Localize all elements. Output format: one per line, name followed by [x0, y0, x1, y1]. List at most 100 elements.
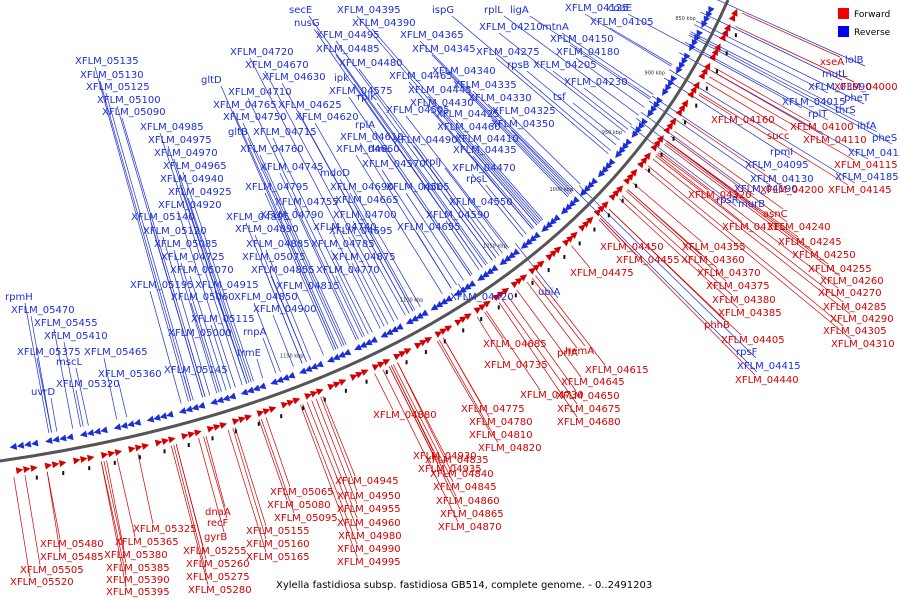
forward-gene-arrow — [492, 294, 501, 302]
reverse-gene-arrow — [440, 298, 448, 305]
reverse-gene-arrow — [508, 251, 516, 259]
forward-gene-label-xflm-04260: XFLM_04260 — [820, 276, 884, 287]
forward-gene-arrow — [398, 351, 407, 358]
forward-gene-arrow — [703, 62, 711, 71]
forward-gene-arrow — [578, 224, 586, 232]
forward-gene-label-xflm-04305: XFLM_04305 — [823, 326, 887, 337]
forward-leader-line — [531, 277, 586, 347]
forward-leader-line — [392, 364, 454, 483]
reverse-gene-arrow — [197, 401, 206, 409]
reverse-leader-line — [355, 154, 443, 295]
forward-gene-label-xflm-04405: XFLM_04405 — [721, 335, 785, 346]
forward-gene-label-xflm-05260: XFLM_05260 — [186, 559, 250, 570]
reverse-leader-line — [451, 15, 612, 151]
reverse-gene-label-tsf: tsf — [553, 92, 566, 103]
reverse-leader-line — [256, 358, 263, 379]
reverse-gene-arrow — [222, 394, 231, 402]
reverse-gene-arrow — [66, 433, 74, 441]
forward-leader-line — [741, 12, 841, 58]
forward-leader-line — [205, 435, 226, 508]
reverse-gene-label-rpmh: rpmH — [5, 292, 33, 303]
forward-gene-label-xflm-05480: XFLM_05480 — [40, 539, 104, 550]
reverse-leader-line — [552, 70, 629, 130]
forward-gene-arrow — [280, 402, 289, 409]
feature-mark — [257, 421, 260, 426]
forward-gene-label-xflm-04845: XFLM_04845 — [433, 482, 497, 493]
forward-leader-line — [438, 339, 499, 444]
reverse-leader-line — [183, 375, 192, 401]
reverse-gene-label-xflm-04015: XFLM_04015 — [782, 97, 846, 108]
forward-gene-label-xflm-04870: XFLM_04870 — [438, 522, 502, 533]
forward-gene-label-xflm-04735: XFLM_04735 — [484, 360, 548, 371]
reverse-gene-label-xflm-04760: XFLM_04760 — [240, 144, 304, 155]
reverse-gene-arrow — [541, 224, 549, 232]
forward-leader-line — [712, 71, 824, 136]
forward-gene-arrow — [292, 397, 301, 405]
forward-gene-arrow — [338, 379, 347, 386]
feature-mark — [684, 120, 687, 125]
reverse-leader-line — [503, 15, 639, 116]
feature-mark — [621, 198, 624, 203]
reverse-gene-label-thrs: thrS — [835, 105, 856, 116]
forward-gene-arrow — [424, 337, 433, 344]
reverse-gene-label-ubia: ubiA — [538, 287, 560, 298]
reverse-gene-arrow — [337, 351, 346, 358]
reverse-gene-arrow — [604, 162, 613, 170]
scale-tick-label: 850 kbp — [675, 16, 695, 22]
reverse-gene-label-trme: trmE — [237, 348, 261, 359]
forward-leader-line — [735, 26, 855, 83]
forward-gene-arrow — [414, 342, 422, 350]
reverse-gene-arrow — [601, 166, 609, 174]
forward-gene-label-xflm-04960: XFLM_04960 — [337, 518, 401, 529]
forward-gene-label-xflm-05095: XFLM_05095 — [274, 513, 338, 524]
reverse-gene-label-rlml: rlmL — [368, 144, 391, 155]
forward-leader-line — [571, 245, 591, 269]
reverse-gene-arrow — [185, 405, 193, 413]
forward-gene-arrow — [532, 264, 541, 272]
reverse-gene-label-rpla: rplA — [355, 120, 375, 131]
reverse-gene-label-uvrd: uvrD — [31, 387, 55, 398]
reverse-leader-line — [455, 119, 544, 221]
reverse-gene-arrow — [545, 221, 553, 229]
reverse-gene-arrow — [706, 10, 713, 19]
reverse-gene-arrow — [276, 376, 284, 383]
reverse-leader-line — [335, 275, 365, 337]
forward-gene-label-xflm-05485: XFLM_05485 — [40, 552, 104, 563]
reverse-gene-arrow — [503, 254, 512, 262]
reverse-gene-arrow — [564, 203, 573, 211]
reverse-leader-line — [575, 57, 645, 108]
reverse-leader-line — [561, 32, 654, 95]
forward-gene-arrow — [181, 433, 189, 440]
reverse-gene-label-mtna: mtnA — [542, 22, 569, 33]
forward-gene-label-xflm-04775: XFLM_04775 — [461, 404, 525, 415]
reverse-gene-label-xflm-04210: XFLM_04210 — [479, 22, 543, 33]
forward-gene-label-xflm-04000: XFLM_04000 — [834, 82, 898, 93]
forward-gene-label-xflm-04935: XFLM_04935 — [418, 464, 482, 475]
scale-tick-label: 950 kbp — [602, 130, 622, 136]
reverse-gene-label-xflm-05070: XFLM_05070 — [170, 265, 234, 276]
reverse-leader-line — [295, 291, 324, 355]
reverse-leader-line — [50, 397, 58, 432]
feature-mark — [163, 449, 166, 454]
reverse-gene-arrow — [120, 421, 128, 429]
reverse-gene-label-xflm-04190: XFLM_04190 — [734, 184, 798, 195]
forward-gene-arrow — [678, 104, 686, 112]
forward-gene-arrow — [304, 393, 312, 400]
feature-mark — [725, 51, 728, 56]
forward-leader-line — [320, 396, 358, 492]
reverse-gene-label-xflm-04275: XFLM_04275 — [476, 47, 540, 58]
forward-gene-arrow — [327, 384, 336, 391]
forward-gene-arrow — [714, 43, 721, 52]
forward-gene-arrow — [382, 359, 391, 366]
reverse-leader-line — [353, 83, 483, 268]
forward-gene-arrow — [141, 443, 150, 450]
reverse-gene-arrow — [359, 341, 368, 348]
reverse-gene-arrow — [678, 61, 686, 70]
feature-mark — [211, 436, 214, 441]
forward-gene-label-xflm-04945: XFLM_04945 — [335, 476, 399, 487]
reverse-gene-arrow — [159, 412, 168, 420]
reverse-gene-arrow — [477, 273, 486, 281]
forward-leader-line — [258, 419, 288, 501]
forward-gene-arrow — [653, 139, 661, 148]
